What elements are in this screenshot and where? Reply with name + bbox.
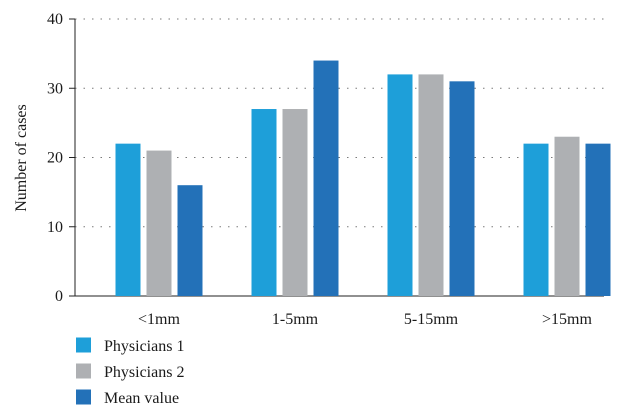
legend-swatch-mean-value — [76, 389, 91, 405]
y-tick-label: 30 — [47, 80, 63, 97]
bar-physicians-1-3 — [523, 143, 549, 296]
bar-mean-value-0 — [177, 185, 203, 296]
bar-mean-value-1 — [313, 60, 339, 296]
legend-swatch-physicians-2 — [76, 363, 91, 379]
y-tick-label: 20 — [47, 150, 63, 167]
x-category-label: 1-5mm — [272, 311, 319, 328]
legend-label: Physicians 2 — [104, 364, 184, 381]
y-tick-label: 40 — [47, 11, 63, 28]
y-tick-label: 10 — [47, 219, 63, 236]
y-tick-label: 0 — [55, 288, 63, 305]
legend-label: Physicians 1 — [104, 338, 184, 355]
bar-physicians-2-3 — [554, 136, 580, 296]
bar-physicians-1-2 — [387, 74, 413, 297]
bars — [115, 60, 611, 297]
axis-labels: 0 10 20 30 40 <1mm 1-5mm 5-15mm >15mm — [47, 11, 593, 328]
bar-physicians-2-2 — [418, 74, 444, 297]
bar-physicians-2-1 — [282, 109, 308, 297]
bar-mean-value-3 — [585, 143, 611, 296]
bar-physicians-1-1 — [251, 109, 277, 297]
bar-physicians-1-0 — [115, 143, 141, 296]
y-axis-title: Number of cases — [13, 104, 30, 212]
gridlines — [75, 18, 604, 228]
x-category-label: 5-15mm — [404, 311, 459, 328]
x-category-label: <1mm — [138, 311, 180, 328]
bar-mean-value-2 — [449, 81, 475, 296]
legend-swatch-physicians-1 — [76, 337, 91, 353]
legend-label: Mean value — [104, 390, 179, 407]
bar-physicians-2-0 — [146, 150, 172, 296]
legend: Physicians 1 Physicians 2 Mean value — [76, 337, 184, 407]
x-category-label: >15mm — [542, 311, 592, 328]
